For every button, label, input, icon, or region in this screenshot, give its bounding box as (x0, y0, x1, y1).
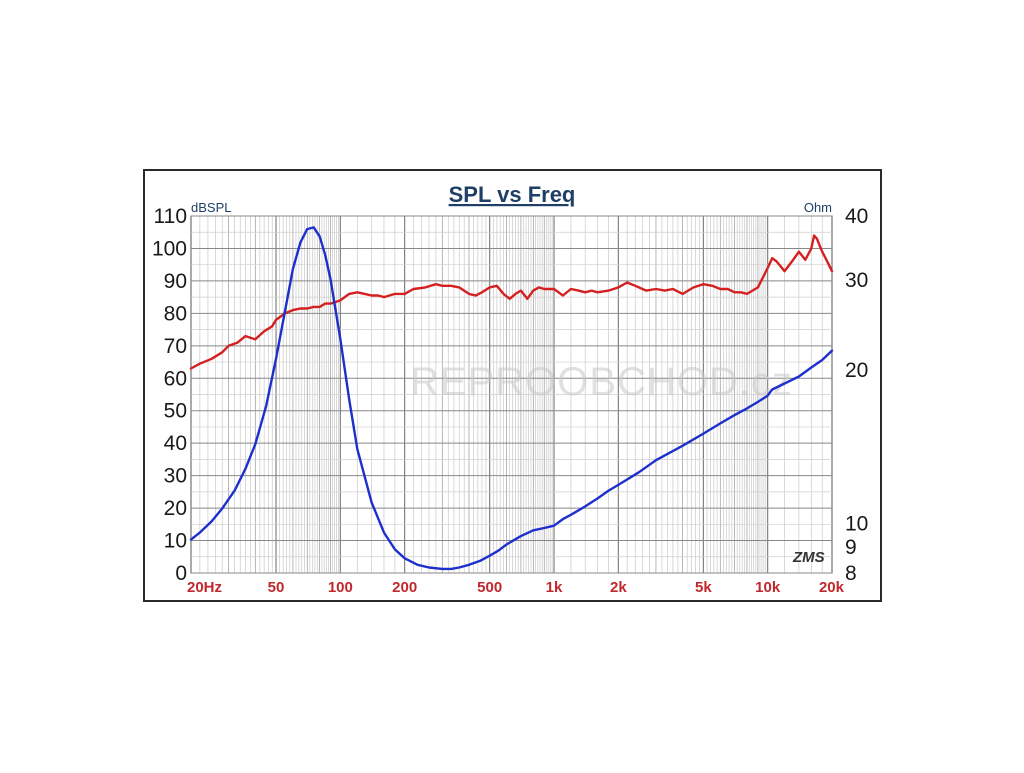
x-tick-label: 500 (477, 579, 502, 596)
y-right-tick-label: 30 (845, 269, 868, 292)
y-left-tick-label: 100 (152, 237, 187, 260)
y-left-tick-label: 110 (154, 205, 187, 228)
spl-series-line (189, 234, 834, 370)
x-tick-label: 10k (755, 579, 781, 596)
series-group (189, 226, 834, 571)
x-tick-label: 20k (819, 579, 845, 596)
chart-title: SPL vs Freq (449, 182, 576, 207)
x-tick-label: 5k (695, 579, 712, 596)
y-left-tick-label: 30 (164, 465, 187, 488)
y-left-tick-label: 20 (164, 497, 187, 520)
y-left-tick-label: 90 (164, 270, 187, 293)
y-left-tick-label: 50 (164, 400, 187, 423)
y-right-tick-label: 10 (845, 513, 868, 536)
y-right-axis-label: Ohm (804, 200, 832, 215)
y-left-tick-label: 40 (164, 432, 187, 455)
y-left-tick-label: 10 (164, 530, 187, 553)
y-right-tick-label: 20 (845, 359, 868, 382)
x-tick-label: 20Hz (187, 579, 222, 596)
grid (191, 215, 832, 574)
tick-labels: 20Hz 50 100 200 500 1k 2k 5k 10k 20k 0 10 20 30 40 50 60… (152, 205, 868, 596)
y-left-axis-label: dBSPL (191, 200, 231, 215)
zms-logo: ZMS (792, 549, 825, 566)
impedance-series-line (189, 226, 834, 571)
watermark-text: REPROOBCHOD.cz (410, 360, 793, 404)
y-right-tick-label: 8 (845, 562, 857, 585)
x-tick-label: 2k (610, 579, 627, 596)
x-tick-label: 1k (546, 579, 563, 596)
y-left-tick-label: 0 (175, 562, 187, 585)
x-tick-label: 200 (392, 579, 417, 596)
x-tick-label: 100 (328, 579, 353, 596)
y-left-tick-label: 60 (164, 367, 187, 390)
x-tick-label: 50 (268, 579, 285, 596)
y-right-tick-label: 9 (845, 536, 857, 559)
y-left-tick-label: 80 (164, 302, 187, 325)
y-left-tick-label: 70 (164, 335, 187, 358)
y-right-tick-label: 40 (845, 205, 868, 228)
